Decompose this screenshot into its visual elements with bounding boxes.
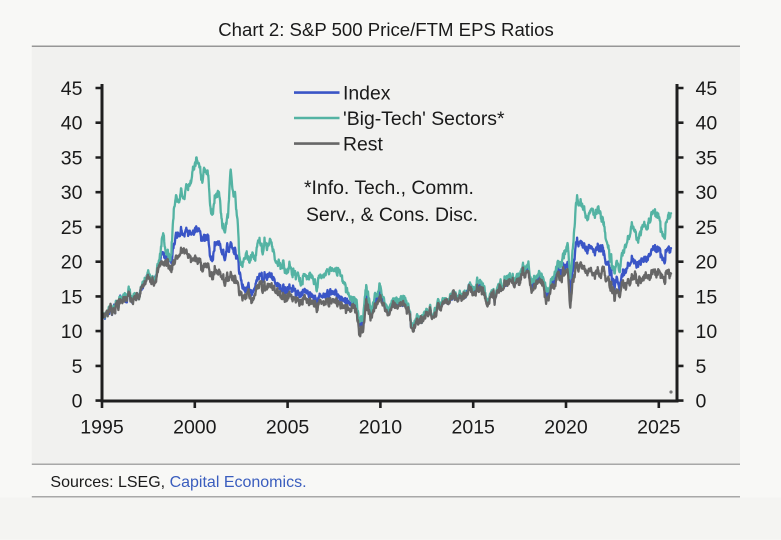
svg-text:20: 20 [61, 252, 83, 274]
svg-text:10: 10 [61, 321, 83, 343]
svg-text:2010: 2010 [359, 417, 403, 439]
svg-text:2015: 2015 [452, 417, 496, 439]
svg-text:0: 0 [72, 391, 83, 413]
svg-text:2025: 2025 [637, 417, 681, 439]
svg-text:35: 35 [61, 148, 83, 170]
svg-text:Chart 2: S&P 500 Price/FTM EPS: Chart 2: S&P 500 Price/FTM EPS Ratios [218, 19, 554, 40]
svg-text:45: 45 [696, 78, 718, 100]
svg-text:Rest: Rest [343, 134, 383, 156]
svg-text:25: 25 [61, 217, 83, 239]
svg-text:40: 40 [696, 113, 718, 135]
svg-text:1995: 1995 [80, 417, 124, 439]
svg-text:5: 5 [72, 356, 83, 378]
svg-text:10: 10 [696, 321, 718, 343]
svg-text:2000: 2000 [173, 417, 217, 439]
svg-text:20: 20 [696, 252, 718, 274]
svg-text:45: 45 [61, 78, 83, 100]
svg-text:Serv., & Cons. Disc.: Serv., & Cons. Disc. [306, 204, 478, 226]
svg-text:25: 25 [696, 217, 718, 239]
svg-text:5: 5 [696, 356, 707, 378]
svg-text:2020: 2020 [544, 417, 588, 439]
svg-text:30: 30 [696, 182, 718, 204]
svg-text:'Big-Tech' Sectors*: 'Big-Tech' Sectors* [343, 108, 505, 130]
svg-text:35: 35 [696, 148, 718, 170]
svg-text:0: 0 [696, 391, 707, 413]
svg-text:15: 15 [696, 286, 718, 308]
svg-text:40: 40 [61, 113, 83, 135]
svg-text:2005: 2005 [266, 417, 310, 439]
svg-text:Index: Index [343, 83, 391, 105]
svg-text:Sources: LSEG, Capital Economi: Sources: LSEG, Capital Economics. [50, 474, 306, 491]
svg-text:*Info. Tech., Comm.: *Info. Tech., Comm. [304, 177, 474, 199]
svg-text:30: 30 [61, 182, 83, 204]
svg-text:15: 15 [61, 286, 83, 308]
